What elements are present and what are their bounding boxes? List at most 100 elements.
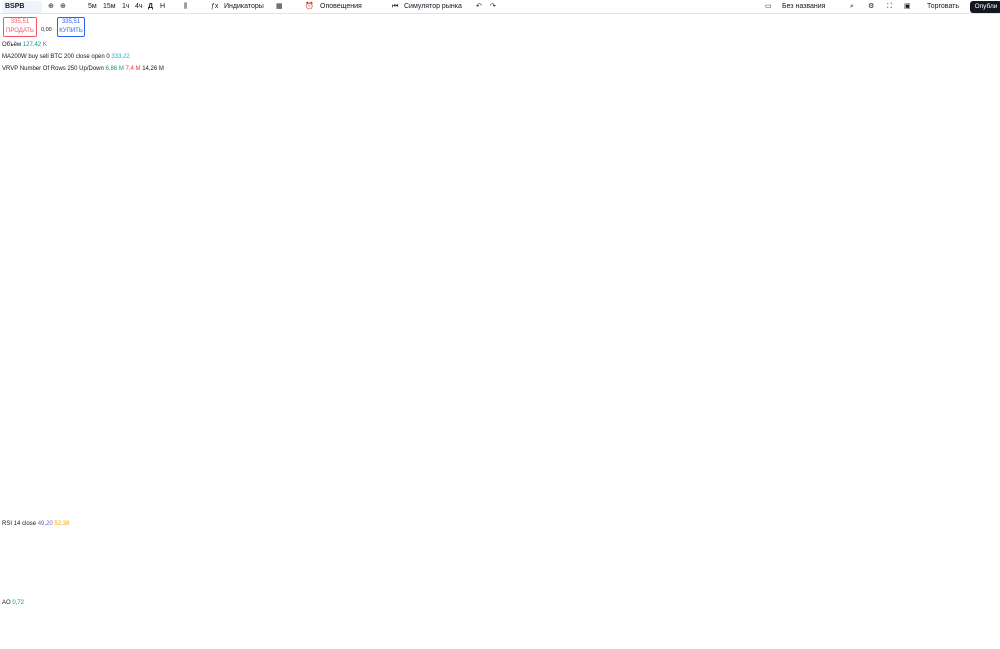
compare-icon[interactable]: ⊕: [48, 3, 54, 10]
interval-1d[interactable]: Д: [148, 3, 153, 10]
interval-1w[interactable]: Н: [160, 3, 166, 10]
volume-bar: [82, 507, 84, 516]
candle-body: [214, 205, 216, 211]
interval-15m[interactable]: 15м: [103, 3, 116, 10]
candle-body: [660, 136, 662, 140]
candle-body: [624, 114, 626, 120]
trade-button[interactable]: Торговать: [927, 3, 960, 10]
indicators-button[interactable]: Индикаторы: [224, 3, 264, 10]
volume-bar: [736, 509, 738, 516]
vrvp-down-bar: [5, 200, 14, 202]
alert-clock-icon[interactable]: ⏰: [305, 3, 314, 10]
ao-axis-label: 0,00: [952, 624, 964, 630]
candle-body: [579, 77, 581, 81]
vrvp-up-bar: [0, 352, 9, 354]
ao-bar: [338, 625, 340, 627]
candle-body: [270, 123, 272, 127]
ao-bar: [380, 626, 382, 633]
layout-name[interactable]: Без названия: [782, 3, 826, 10]
price-axis[interactable]: 460,00440,00420,00400,00380,00360,00340,…: [949, 38, 987, 647]
candle-body: [550, 75, 552, 76]
vrvp-up-bar: [0, 396, 15, 398]
ao-bar: [134, 622, 136, 627]
volume-bar: [508, 503, 510, 516]
vrvp-up-bar: [0, 344, 12, 346]
fullscreen-icon[interactable]: ⛶: [887, 3, 892, 10]
candle-body: [430, 96, 432, 102]
ao-bar: [424, 623, 426, 627]
ao-bar: [658, 621, 660, 627]
volume-bar: [330, 511, 332, 516]
legend-ma[interactable]: MA200W buy sell BTC 200 close open 0 333…: [2, 54, 130, 60]
vrvp-up-bar: [0, 180, 6, 182]
ao-bar: [294, 623, 296, 627]
ao-bar: [190, 616, 192, 627]
candle-body: [422, 115, 424, 124]
vrvp-down-bar: [7, 198, 13, 200]
ao-bar: [484, 614, 486, 627]
candle-body: [227, 221, 229, 223]
time-axis-label: Ноя: [2, 640, 13, 646]
vrvp-up-bar: [0, 228, 7, 230]
annotation-box: [57, 109, 159, 127]
camera-icon[interactable]: ▣: [904, 3, 911, 10]
candle-body: [596, 106, 598, 111]
volume-bar: [126, 502, 128, 516]
volume-bar: [160, 468, 162, 516]
vrvp-down-bar: [5, 378, 11, 380]
vrvp-down-bar: [17, 136, 45, 138]
vrvp-down-bar: [6, 318, 15, 320]
vrvp-up-bar: [0, 244, 10, 246]
indicators-icon[interactable]: ƒx: [211, 3, 219, 10]
undo-icon[interactable]: ↶: [476, 3, 482, 10]
add-icon[interactable]: ⊕: [60, 3, 66, 10]
legend-volume[interactable]: Объём 127,42 K: [2, 42, 47, 48]
alerts-button[interactable]: Оповещения: [320, 3, 362, 10]
vrvp-up-bar: [0, 416, 9, 418]
ao-axis-label: -50,00: [952, 641, 970, 647]
legend-rsi[interactable]: RSI 14 close 49,20 52,38: [2, 521, 69, 527]
volume-bar: [306, 504, 308, 516]
publish-button[interactable]: Опубли: [970, 1, 1000, 13]
vrvp-down-bar: [24, 100, 41, 102]
symbol-search[interactable]: BSPB: [2, 1, 42, 13]
volume-bar: [364, 502, 366, 516]
candle-body: [724, 107, 726, 110]
legend-ao[interactable]: AO 0,72: [2, 600, 24, 606]
ao-bar: [238, 623, 240, 627]
ao-bar: [498, 617, 500, 627]
sell-button[interactable]: 335,51 ПРОДАТЬ: [3, 17, 37, 37]
vrvp-up-bar: [0, 90, 23, 92]
layout-icon[interactable]: ▭: [765, 3, 772, 10]
candle-body: [155, 156, 157, 163]
vrvp-down-bar: [28, 156, 74, 158]
ao-bar: [400, 625, 402, 627]
price-badge-bg: [949, 59, 987, 68]
legend-vrvp[interactable]: VRVP Number Of Rows 250 Up/Down 6,86 M 7…: [2, 66, 164, 72]
chart-type-icon[interactable]: ⫼: [184, 3, 188, 10]
ao-pane: [0, 612, 742, 635]
volume-bar: [556, 511, 558, 516]
candle-body: [56, 385, 58, 393]
ao-bar: [56, 626, 58, 628]
ao-bar: [530, 624, 532, 627]
templates-icon[interactable]: ▦: [276, 3, 283, 10]
settings-icon[interactable]: ⚙: [868, 3, 875, 10]
buy-button[interactable]: 335,51 КУПИТЬ: [57, 17, 85, 37]
candle-body: [52, 392, 54, 394]
interval-5m[interactable]: 5м: [88, 3, 97, 10]
interval-1h[interactable]: 1ч: [122, 3, 130, 10]
replay-button[interactable]: Симулятор рынка: [404, 3, 462, 10]
replay-icon[interactable]: ⏮: [392, 3, 399, 10]
quick-search-icon[interactable]: ⌕: [850, 3, 854, 10]
volume-bar: [574, 508, 576, 516]
vrvp-down-bar: [4, 400, 12, 402]
interval-4h[interactable]: 4ч: [135, 3, 143, 10]
volume-bar: [428, 508, 430, 516]
time-axis[interactable]: Ноя 2023 Мар Май Июл Сен Ноя 2024 Мар Май Июл Сен Но…: [2, 639, 994, 646]
volume-bar: [46, 507, 48, 516]
ao-bar: [504, 620, 506, 627]
candle-body: [17, 406, 19, 410]
redo-icon[interactable]: ↷: [490, 3, 496, 10]
